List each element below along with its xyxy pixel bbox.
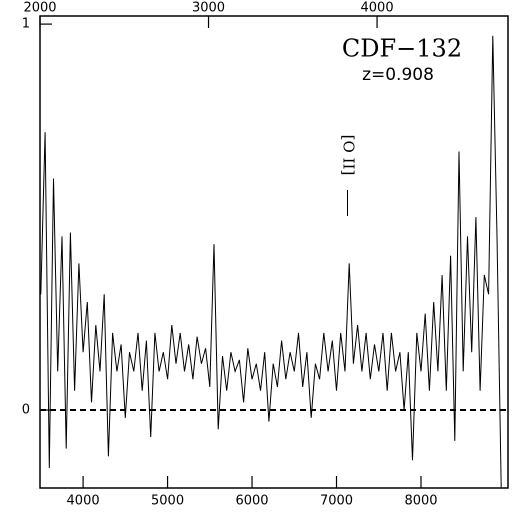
x-tick-label: 6000 <box>235 494 268 509</box>
line-label: [O II] <box>339 135 357 176</box>
redshift: z=0.908 <box>362 65 434 85</box>
x2-tick-label: 2000 <box>23 1 56 16</box>
object-name: CDF−132 <box>342 35 462 63</box>
x-tick-label: 8000 <box>404 494 437 509</box>
y-tick-label: 1 <box>22 17 30 32</box>
x-tick-label: 5000 <box>151 494 184 509</box>
x2-tick-label: 4000 <box>361 1 394 16</box>
x-tick-label: 4000 <box>67 494 100 509</box>
y-tick-label: 0 <box>22 403 30 418</box>
spectrum <box>40 35 502 488</box>
plot-frame <box>39 15 509 489</box>
x-tick-label: 7000 <box>320 494 353 509</box>
x2-tick-label: 3000 <box>192 1 225 16</box>
